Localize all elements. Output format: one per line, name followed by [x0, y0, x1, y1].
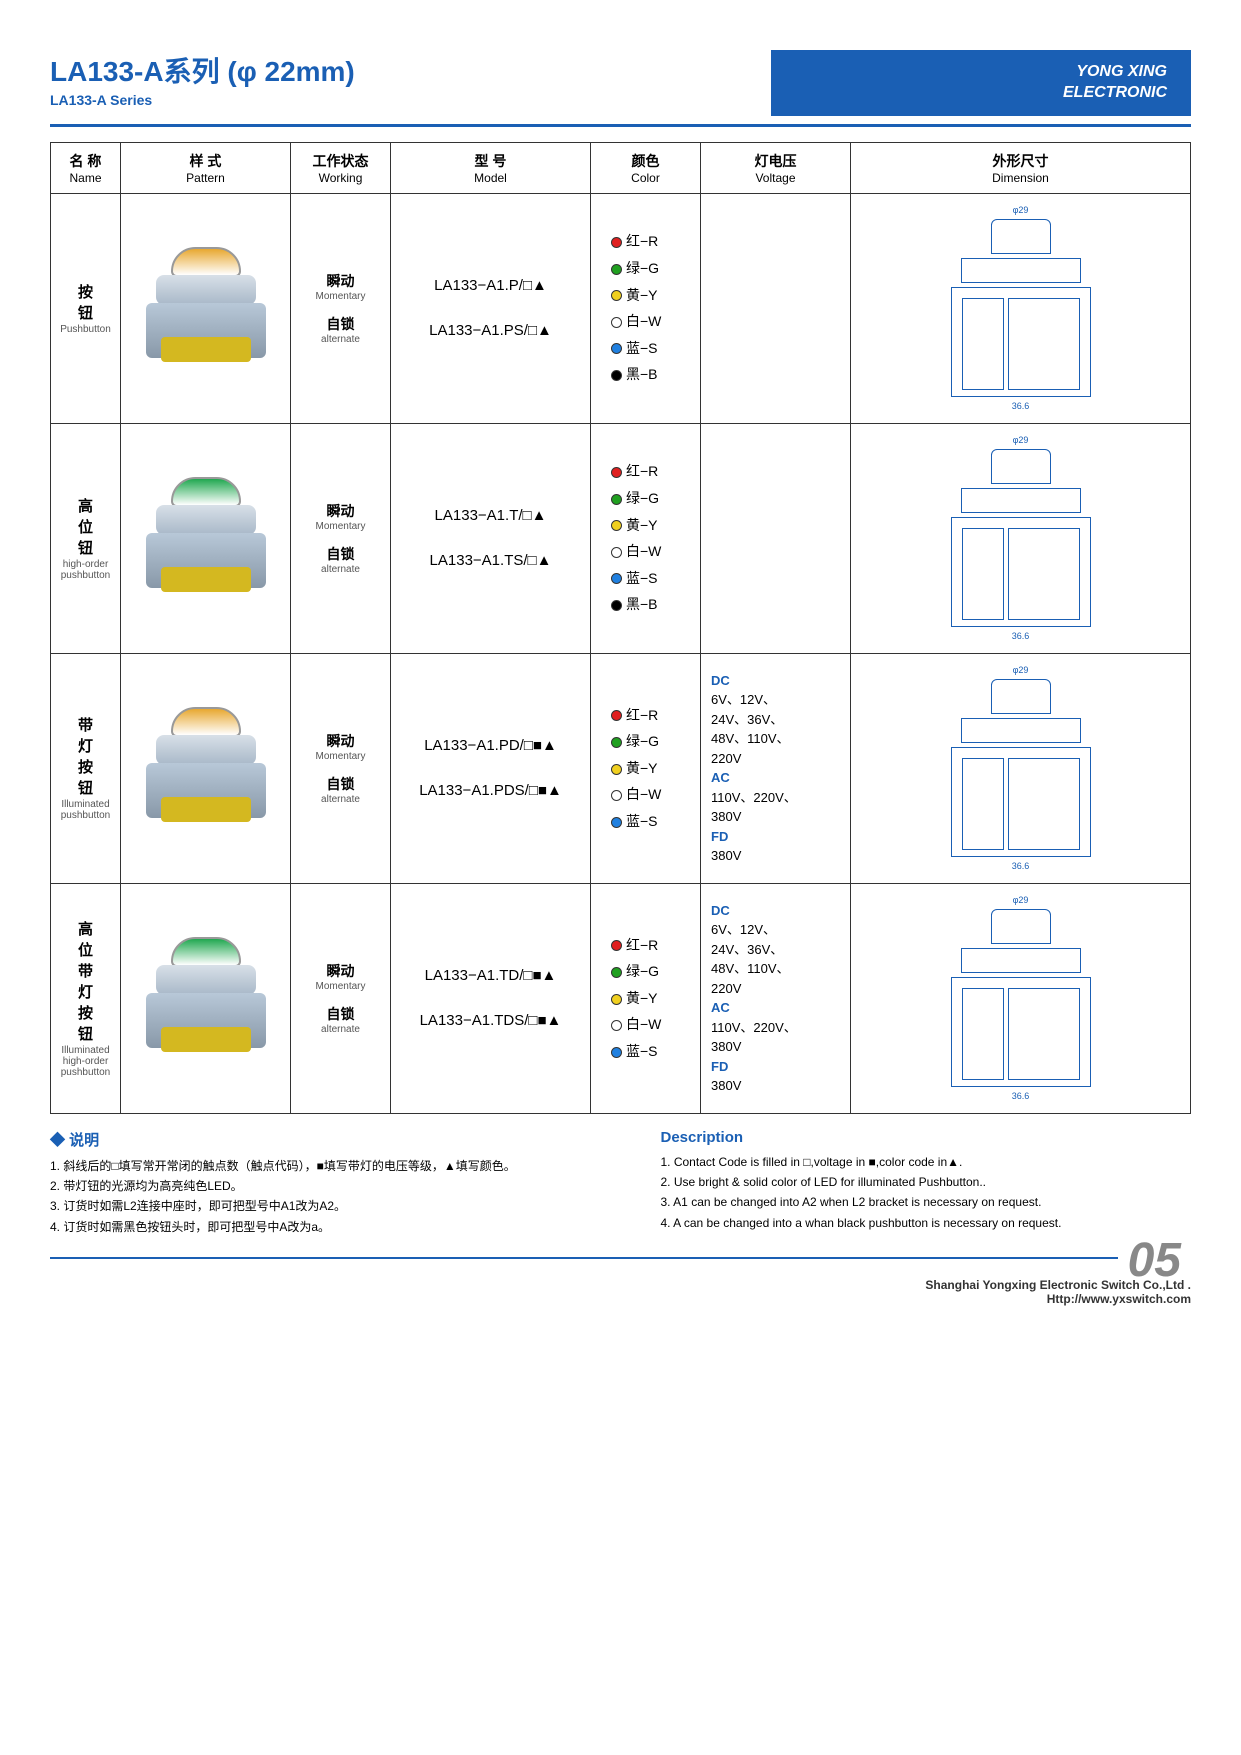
voltage-cell: DC6V、12V、24V、36V、48V、110V、220VAC110V、220… [701, 653, 851, 883]
pattern-cell [121, 423, 291, 653]
model-cell: LA133−A1.T/□▲LA133−A1.TS/□▲ [391, 423, 591, 653]
model-cell: LA133−A1.TD/□■▲LA133−A1.TDS/□■▲ [391, 883, 591, 1113]
divider [50, 124, 1191, 127]
voltage-cell [701, 423, 851, 653]
dimension-drawing: φ2936.6 [855, 663, 1186, 873]
desc-list-cn: 1. 斜线后的□填写常开常闭的触点数（触点代码），■填写带灯的电压等级，▲填写颜… [50, 1156, 581, 1238]
pattern-cell [121, 653, 291, 883]
page-subtitle: LA133-A Series [50, 92, 355, 108]
dimension-cell: φ2936.6 [851, 883, 1191, 1113]
table-header: 工作状态Working [291, 142, 391, 193]
dimension-cell: φ2936.6 [851, 193, 1191, 423]
brand-line1: YONG XING [795, 62, 1167, 83]
dimension-cell: φ2936.6 [851, 653, 1191, 883]
header: LA133-A系列 (φ 22mm) LA133-A Series YONG X… [50, 50, 1191, 116]
name-cell: 高位钮high-orderpushbutton [51, 423, 121, 653]
page-title: LA133-A系列 (φ 22mm) [50, 50, 355, 90]
color-cell: 红−R绿−G黄−Y白−W蓝−S黑−B [591, 423, 701, 653]
model-cell: LA133−A1.P/□▲LA133−A1.PS/□▲ [391, 193, 591, 423]
table-header: 颜色Color [591, 142, 701, 193]
table-header: 名 称Name [51, 142, 121, 193]
table-header-row: 名 称Name样 式Pattern工作状态Working型 号Model颜色Co… [51, 142, 1191, 193]
name-cell: 按钮Pushbutton [51, 193, 121, 423]
pattern-cell [121, 193, 291, 423]
table-row: 按钮Pushbutton 瞬动Momentary自锁alternateLA133−… [51, 193, 1191, 423]
table-row: 带灯按钮Illuminatedpushbutton 瞬动Momentary自锁al… [51, 653, 1191, 883]
color-cell: 红−R绿−G黄−Y白−W蓝−S [591, 883, 701, 1113]
desc-list-en: 1. Contact Code is filled in □,voltage i… [661, 1152, 1192, 1234]
name-cell: 带灯按钮Illuminatedpushbutton [51, 653, 121, 883]
spec-table: 名 称Name样 式Pattern工作状态Working型 号Model颜色Co… [50, 142, 1191, 1114]
dimension-cell: φ2936.6 [851, 423, 1191, 653]
model-cell: LA133−A1.PD/□■▲LA133−A1.PDS/□■▲ [391, 653, 591, 883]
table-row: 高位钮high-orderpushbutton 瞬动Momentary自锁alte… [51, 423, 1191, 653]
working-cell: 瞬动Momentary自锁alternate [291, 193, 391, 423]
footer: 05 Shanghai Yongxing Electronic Switch C… [50, 1257, 1191, 1306]
color-cell: 红−R绿−G黄−Y白−W蓝−S [591, 653, 701, 883]
name-cell: 高位带灯按钮Illuminatedhigh-orderpushbutton [51, 883, 121, 1113]
footer-url: Http://www.yxswitch.com [50, 1292, 1191, 1306]
table-header: 样 式Pattern [121, 142, 291, 193]
desc-title-cn: 说明 [50, 1129, 581, 1150]
working-cell: 瞬动Momentary自锁alternate [291, 423, 391, 653]
button-illustration [141, 937, 271, 1057]
working-cell: 瞬动Momentary自锁alternate [291, 883, 391, 1113]
button-illustration [141, 707, 271, 827]
description-section: 说明 1. 斜线后的□填写常开常闭的触点数（触点代码），■填写带灯的电压等级，▲… [50, 1129, 1191, 1238]
dimension-drawing: φ2936.6 [855, 433, 1186, 643]
button-illustration [141, 247, 271, 367]
footer-company: Shanghai Yongxing Electronic Switch Co.,… [50, 1278, 1191, 1292]
table-header: 型 号Model [391, 142, 591, 193]
brand-bar: YONG XING ELECTRONIC [771, 50, 1191, 116]
button-illustration [141, 477, 271, 597]
table-header: 灯电压Voltage [701, 142, 851, 193]
color-cell: 红−R绿−G黄−Y白−W蓝−S黑−B [591, 193, 701, 423]
desc-title-en: Description [661, 1129, 1192, 1146]
table-row: 高位带灯按钮Illuminatedhigh-orderpushbutton 瞬动M… [51, 883, 1191, 1113]
brand-line2: ELECTRONIC [795, 83, 1167, 104]
dimension-drawing: φ2936.6 [855, 893, 1186, 1103]
working-cell: 瞬动Momentary自锁alternate [291, 653, 391, 883]
voltage-cell [701, 193, 851, 423]
voltage-cell: DC6V、12V、24V、36V、48V、110V、220VAC110V、220… [701, 883, 851, 1113]
pattern-cell [121, 883, 291, 1113]
dimension-drawing: φ2936.6 [855, 203, 1186, 413]
table-header: 外形尺寸Dimension [851, 142, 1191, 193]
